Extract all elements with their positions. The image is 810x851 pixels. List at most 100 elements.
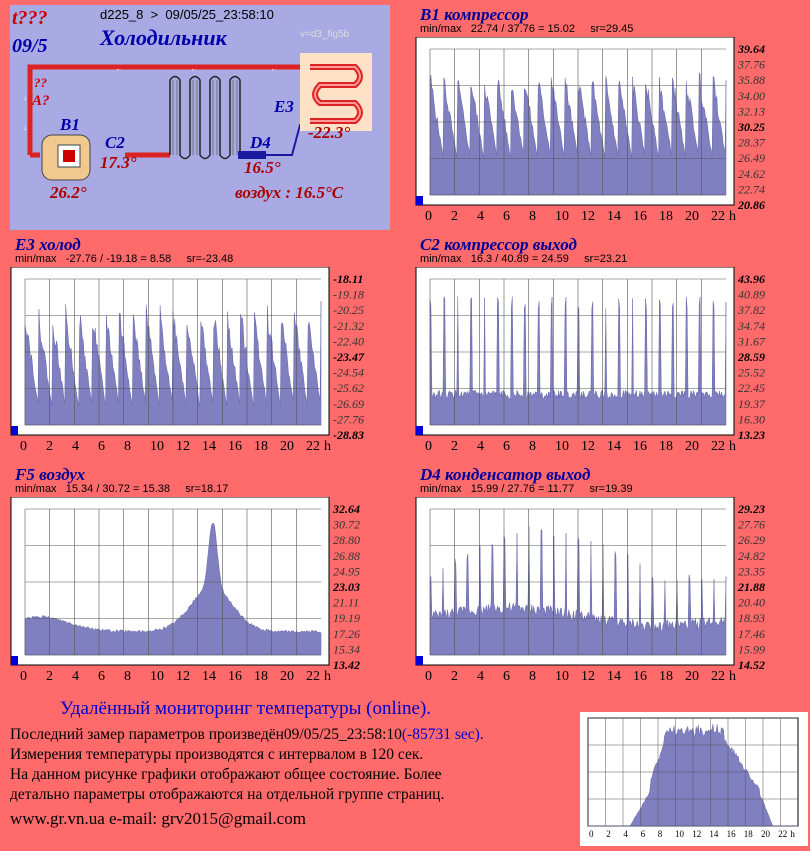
y-tick-label: 32.13 [737, 104, 765, 118]
mini-x-tick: 22 [778, 829, 787, 839]
x-tick-label: 8 [124, 439, 131, 454]
mini-x-tick: 14 [709, 829, 719, 839]
x-tick-label: 10 [150, 439, 164, 454]
current-marker [11, 426, 18, 435]
y-tick-label: 15.99 [738, 642, 765, 656]
chart-title-c2: C2 компрессор выход [420, 235, 577, 254]
chart-title-d4: D4 конденсатор выход [420, 465, 591, 484]
air-temperature: воздух : 16.5°C [235, 183, 344, 202]
x-tick-label: 8 [529, 209, 536, 224]
chart-title-f5: F5 воздух [15, 465, 86, 484]
x-tick-label: 4 [477, 209, 484, 224]
page-title: Холодильник [100, 25, 227, 50]
y-tick-label: 24.62 [738, 167, 765, 181]
svg-text:←: ← [115, 64, 123, 73]
x-tick-label: 20 [685, 209, 699, 224]
y-tick-label: 20.40 [738, 596, 765, 610]
y-tick-label: 24.82 [738, 549, 765, 563]
sensor-d4-value: 16.5° [244, 158, 281, 177]
x-tick-label: 12 [176, 439, 190, 454]
mini-x-tick: 20 [761, 829, 771, 839]
compressor-icon [41, 134, 91, 181]
x-tick-label: 8 [124, 669, 131, 684]
y-tick-label: 34.74 [737, 319, 765, 333]
chart-e3: -18.11 -19.18-20.25 -21.32-22.40 -23.47 -24.… [10, 267, 365, 454]
y-tick-label: 30.25 [737, 120, 765, 134]
y-tick-label: 43.96 [737, 272, 765, 286]
x-tick-label: 12 [581, 209, 595, 224]
condenser-coil [169, 75, 241, 160]
x-tick-label: 10 [555, 209, 569, 224]
y-tick-label: 22.45 [738, 381, 765, 395]
y-tick-label: 29.23 [737, 502, 765, 516]
svg-text:←: ← [190, 64, 198, 73]
mini-x-tick: 18 [744, 829, 754, 839]
y-tick-label: 30.72 [332, 518, 360, 532]
x-tick-label: 10 [555, 669, 569, 684]
x-unit-label: h [729, 439, 736, 454]
x-tick-label: 16 [228, 669, 242, 684]
y-tick-label: 23.03 [332, 580, 360, 594]
x-tick-label: 20 [280, 669, 294, 684]
y-tick-label: 39.64 [737, 42, 765, 56]
y-tick-label: 31.67 [737, 334, 766, 348]
x-tick-label: 20 [685, 439, 699, 454]
detail-note: детально параметры отображаются на отдел… [10, 786, 445, 803]
x-unit-label: h [324, 669, 331, 684]
x-tick-label: 4 [477, 439, 484, 454]
x-tick-label: 6 [503, 209, 510, 224]
x-tick-label: 14 [607, 669, 621, 684]
sensor-b1-label: B1 [60, 115, 80, 134]
y-tick-label: -19.18 [333, 288, 364, 302]
mini-x-tick: 16 [727, 829, 737, 839]
y-tick-label: 13.23 [738, 428, 765, 442]
y-tick-label: 32.64 [332, 502, 360, 516]
interval-note: Измерения температуры производятся с инт… [10, 746, 424, 763]
x-tick-label: 4 [477, 669, 484, 684]
x-tick-label: 6 [98, 669, 105, 684]
q-mark: ?? [34, 75, 47, 90]
mini-chart-panel: 0 2 4 6 8 10 12 14 16 18 20 22 h [580, 712, 808, 846]
x-tick-label: 6 [98, 439, 105, 454]
current-marker [416, 656, 423, 665]
mini-x-tick: 10 [675, 829, 685, 839]
x-tick-label: 18 [659, 439, 673, 454]
svg-text:↓: ↓ [23, 93, 27, 102]
x-tick-label: 22 [711, 439, 725, 454]
x-tick-label: 18 [659, 669, 673, 684]
y-tick-label: 17.46 [738, 627, 765, 641]
y-tick-label: 24.95 [333, 564, 360, 578]
y-tick-label: -24.54 [333, 366, 364, 380]
x-tick-label: 18 [254, 439, 268, 454]
x-tick-label: 16 [633, 209, 647, 224]
y-tick-label: 25.52 [738, 366, 765, 380]
x-tick-label: 14 [607, 209, 621, 224]
x-tick-label: 14 [202, 669, 216, 684]
chart-minmax-f5: min/max 15.34 / 30.72 = 15.38 sr=18.17 [15, 483, 229, 495]
status-warning: t??? [12, 7, 48, 29]
version-label: v=d3_fig5b [300, 29, 350, 40]
y-tick-label: 13.42 [333, 658, 360, 672]
y-tick-label: -25.62 [333, 381, 364, 395]
footer-heading: Удалённый мониторинг температуры (online… [60, 698, 432, 719]
x-tick-label: 0 [425, 209, 432, 224]
x-tick-label: 16 [228, 439, 242, 454]
chart-minmax-b1: min/max 22.74 / 37.76 = 15.02 sr=29.45 [420, 23, 634, 35]
x-tick-label: 0 [425, 669, 432, 684]
y-tick-label: 28.59 [737, 350, 765, 364]
y-tick-label: -23.47 [333, 350, 365, 364]
x-tick-label: 10 [555, 439, 569, 454]
footer-text: Последний замер параметров произведён09/… [10, 725, 484, 829]
x-tick-label: 0 [20, 669, 27, 684]
x-tick-label: 18 [659, 209, 673, 224]
x-tick-label: 22 [711, 209, 725, 224]
x-tick-label: 12 [581, 439, 595, 454]
svg-text:←: ← [270, 64, 278, 73]
x-tick-label: 8 [529, 669, 536, 684]
x-tick-label: 8 [529, 439, 536, 454]
x-tick-label: 2 [451, 209, 458, 224]
device-id: d225_8 > 09/05/25_23:58:10 [100, 7, 274, 22]
mini-x-tick: 8 [658, 829, 663, 839]
